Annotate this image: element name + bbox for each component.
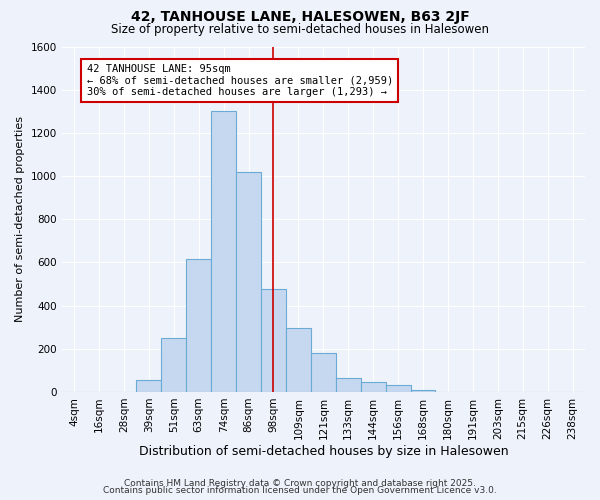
- Bar: [336, 378, 361, 392]
- Bar: [286, 328, 311, 392]
- Bar: [136, 380, 161, 392]
- Bar: [236, 172, 261, 392]
- Bar: [410, 390, 436, 392]
- Bar: [311, 353, 336, 392]
- Text: 42, TANHOUSE LANE, HALESOWEN, B63 2JF: 42, TANHOUSE LANE, HALESOWEN, B63 2JF: [131, 10, 469, 24]
- Bar: [211, 112, 236, 392]
- Bar: [261, 290, 286, 392]
- Text: Contains public sector information licensed under the Open Government Licence v3: Contains public sector information licen…: [103, 486, 497, 495]
- Bar: [186, 259, 211, 392]
- Text: Contains HM Land Registry data © Crown copyright and database right 2025.: Contains HM Land Registry data © Crown c…: [124, 478, 476, 488]
- Bar: [386, 386, 410, 392]
- Bar: [161, 338, 186, 392]
- Text: Size of property relative to semi-detached houses in Halesowen: Size of property relative to semi-detach…: [111, 22, 489, 36]
- X-axis label: Distribution of semi-detached houses by size in Halesowen: Distribution of semi-detached houses by …: [139, 444, 508, 458]
- Bar: [361, 382, 386, 392]
- Text: 42 TANHOUSE LANE: 95sqm
← 68% of semi-detached houses are smaller (2,959)
30% of: 42 TANHOUSE LANE: 95sqm ← 68% of semi-de…: [86, 64, 393, 97]
- Y-axis label: Number of semi-detached properties: Number of semi-detached properties: [15, 116, 25, 322]
